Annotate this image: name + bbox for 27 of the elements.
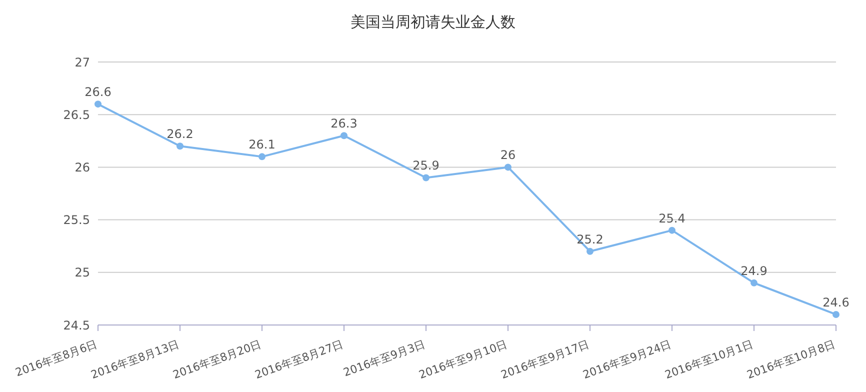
- data-label: 26.6: [84, 85, 112, 100]
- point: [422, 174, 430, 182]
- y-tick-label: 27: [74, 55, 90, 70]
- data-label: 25.2: [576, 232, 604, 246]
- data-label: 25.4: [658, 211, 686, 226]
- data-label: 24.6: [822, 295, 850, 310]
- y-tick-label: 24.5: [63, 318, 90, 332]
- data-label: 25.9: [412, 158, 440, 173]
- point: [586, 248, 594, 255]
- point: [668, 226, 676, 234]
- data-label: 24.9: [740, 264, 768, 278]
- data-label: 26.1: [248, 138, 276, 152]
- point: [176, 142, 184, 150]
- y-tick-label: 26.5: [63, 108, 90, 122]
- point: [504, 164, 512, 171]
- point: [258, 153, 266, 160]
- y-tick-label: 25.5: [63, 213, 90, 228]
- y-tick-label: 26: [74, 160, 90, 174]
- data-label: 26.2: [166, 127, 194, 142]
- data-label: 26.3: [330, 116, 358, 131]
- data-label: 26: [500, 148, 516, 162]
- point: [750, 279, 758, 286]
- y-tick-label: 25: [74, 266, 90, 280]
- point: [340, 132, 348, 140]
- chart-title: 美国当周初请失业金人数: [350, 12, 516, 33]
- point: [832, 310, 840, 318]
- point: [94, 100, 102, 108]
